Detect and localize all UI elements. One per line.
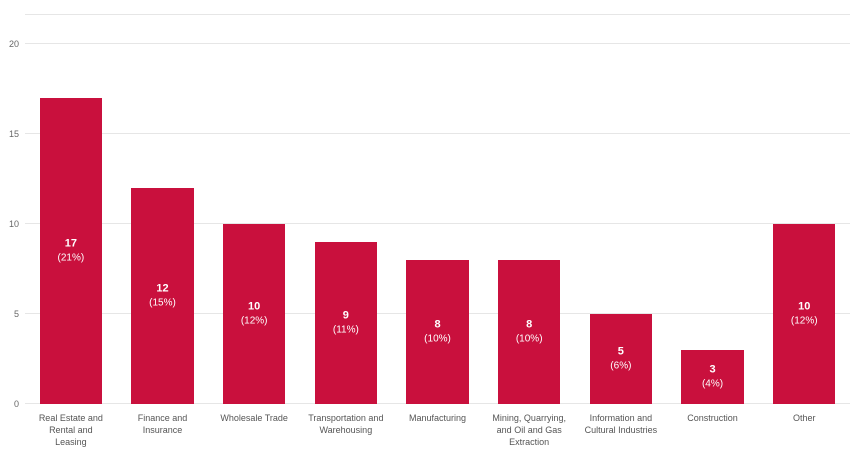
x-axis-labels: Real Estate and Rental and Leasing Financ… <box>25 412 850 448</box>
bar-finance-and-insurance[interactable]: 12 (15%) <box>131 188 194 404</box>
bar-label: 8 (10%) <box>498 319 560 346</box>
bar-slot: 8 (10%) <box>483 44 575 404</box>
bar-slot: 9 (11%) <box>300 44 392 404</box>
bar-value: 9 <box>342 309 349 322</box>
bar-slot: 5 (6%) <box>575 44 667 404</box>
bars: 17 (21%) 12 (15%) 10 (12%) 9 (11%) 8 (10%) 8 (10%) 5… <box>25 44 850 404</box>
bar-other[interactable]: 10 (12%) <box>773 224 836 404</box>
bar-percent: (12%) <box>790 315 818 327</box>
bar-label: 5 (6%) <box>590 346 652 373</box>
y-tick-label: 20 <box>8 39 19 49</box>
x-axis-label: Finance and Insurance <box>137 413 188 436</box>
bar-label: 17 (21%) <box>40 238 102 265</box>
bar-information-and-cultural-industries[interactable]: 5 (6%) <box>589 314 653 404</box>
bar-construction[interactable]: 3 (4%) <box>681 350 744 404</box>
bar-value: 5 <box>617 345 624 358</box>
bar-percent: (11%) <box>332 324 359 336</box>
bar-percent: (10%) <box>515 333 543 345</box>
bar-transportation-and-warehousing[interactable]: 9 (11%) <box>314 242 378 404</box>
bar-mining-quarrying-and-oil-and-gas-extraction[interactable]: 8 (10%) <box>498 260 561 404</box>
x-axis-label: Other <box>792 413 816 423</box>
bar-value: 17 <box>64 237 77 250</box>
bar-value: 10 <box>248 300 261 313</box>
bar-slot: 3 (4%) <box>667 44 759 404</box>
bar-slot: 12 (15%) <box>117 44 209 404</box>
bar-slot: 10 (12%) <box>758 44 850 404</box>
bar-real-estate-and-rental-and-leasing[interactable]: 17 (21%) <box>39 98 102 404</box>
bar-percent: (15%) <box>149 297 176 309</box>
bar-percent: (10%) <box>424 333 451 345</box>
bar-value: 3 <box>709 363 716 376</box>
gridline <box>25 223 850 224</box>
gridline <box>25 43 850 44</box>
bar-value: 10 <box>798 300 811 313</box>
x-axis-label: Transportation and Warehousing <box>308 413 384 436</box>
bar-value: 12 <box>156 282 169 295</box>
bar-label: 3 (4%) <box>681 364 743 391</box>
x-axis-label: Construction <box>687 413 738 423</box>
bar-label: 10 (12%) <box>223 301 285 328</box>
bar-manufacturing[interactable]: 8 (10%) <box>406 260 469 404</box>
bar-percent: (6%) <box>610 360 632 372</box>
x-axis-label: Information and Cultural Industries <box>584 413 658 436</box>
bar-slot: 8 (10%) <box>392 44 484 404</box>
y-tick-label: 5 <box>13 309 19 319</box>
bar-value: 8 <box>526 318 533 331</box>
bar-label: 10 (12%) <box>773 301 835 328</box>
bar-percent: (21%) <box>57 252 85 264</box>
x-axis-label: Manufacturing <box>409 413 467 423</box>
y-tick-label: 0 <box>13 399 19 409</box>
y-tick-label: 10 <box>8 219 19 229</box>
bar-slot: 17 (21%) <box>25 44 117 404</box>
plot-area: 0 5 10 15 20 17 (21%) 12 (15%) 10 (12%) 9 (11%) 8 (10… <box>9 39 850 409</box>
x-axis-label: Real Estate and Rental and Leasing <box>38 413 103 448</box>
gridline <box>25 133 850 134</box>
bar-wholesale-trade[interactable]: 10 (12%) <box>223 224 286 404</box>
bar-slot: 10 (12%) <box>208 44 300 404</box>
bar-label: 8 (10%) <box>406 319 468 346</box>
chart-top-border <box>25 14 850 15</box>
bar-label: 12 (15%) <box>131 283 193 310</box>
bar-percent: (4%) <box>701 378 724 390</box>
bar-value: 8 <box>434 318 441 331</box>
x-axis-label: Wholesale Trade <box>220 413 288 423</box>
bar-percent: (12%) <box>240 315 268 327</box>
bar-label: 9 (11%) <box>315 310 377 337</box>
y-tick-label: 15 <box>8 129 19 139</box>
x-axis-label: Mining, Quarrying, and Oil and Gas Extra… <box>492 413 566 448</box>
